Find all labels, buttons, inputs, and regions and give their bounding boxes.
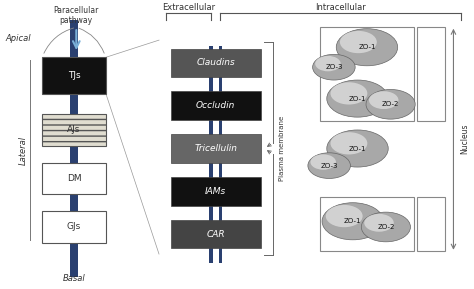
Circle shape — [310, 154, 336, 170]
Circle shape — [308, 153, 350, 179]
Text: Plasma membrane: Plasma membrane — [279, 116, 284, 181]
Circle shape — [327, 80, 388, 117]
Text: Occludin: Occludin — [196, 101, 236, 110]
Circle shape — [327, 130, 388, 167]
Bar — [417, 197, 445, 251]
Text: ZO-1: ZO-1 — [349, 96, 366, 102]
Circle shape — [340, 31, 377, 53]
Bar — [70, 20, 78, 277]
Circle shape — [326, 205, 363, 227]
Text: Apical: Apical — [5, 34, 31, 43]
Text: IAMs: IAMs — [205, 187, 227, 196]
Bar — [171, 49, 261, 77]
Text: ZO-3: ZO-3 — [320, 163, 338, 169]
Text: GJs: GJs — [67, 223, 81, 231]
Bar — [219, 46, 222, 263]
Circle shape — [364, 214, 394, 232]
Bar — [171, 91, 261, 120]
Circle shape — [315, 56, 341, 71]
Circle shape — [336, 29, 398, 66]
Text: CAR: CAR — [206, 229, 225, 239]
Text: DM: DM — [67, 174, 81, 183]
Text: Extracellular: Extracellular — [162, 3, 215, 12]
Circle shape — [330, 132, 367, 154]
Text: ZO-3: ZO-3 — [325, 64, 343, 70]
Bar — [171, 134, 261, 163]
Bar — [42, 57, 106, 94]
Text: Tricellulin: Tricellulin — [194, 144, 237, 153]
Text: Claudins: Claudins — [196, 58, 235, 67]
Text: AJs: AJs — [67, 125, 81, 134]
Text: ZO-1: ZO-1 — [344, 218, 362, 224]
Text: TJs: TJs — [68, 71, 80, 80]
Bar — [319, 197, 414, 251]
Bar — [417, 27, 445, 121]
Circle shape — [366, 90, 415, 119]
Text: Basal: Basal — [63, 274, 85, 283]
Text: Lateral: Lateral — [18, 135, 27, 164]
Bar — [319, 27, 414, 121]
Text: ZO-1: ZO-1 — [349, 146, 366, 151]
Circle shape — [313, 54, 355, 80]
Circle shape — [330, 82, 367, 105]
Text: Paracellular
pathway: Paracellular pathway — [54, 6, 99, 25]
Bar — [42, 211, 106, 243]
Bar — [171, 220, 261, 248]
Text: ZO-2: ZO-2 — [382, 101, 399, 107]
Circle shape — [361, 212, 410, 242]
Text: ZO-2: ZO-2 — [377, 224, 394, 230]
Text: ZO-1: ZO-1 — [358, 44, 376, 50]
Circle shape — [322, 203, 383, 240]
Text: Nucleus: Nucleus — [461, 124, 470, 155]
Bar — [42, 163, 106, 194]
Text: Intracellular: Intracellular — [316, 3, 366, 12]
Circle shape — [369, 91, 399, 109]
Bar — [171, 177, 261, 205]
Bar — [209, 46, 213, 263]
Bar — [42, 114, 106, 146]
